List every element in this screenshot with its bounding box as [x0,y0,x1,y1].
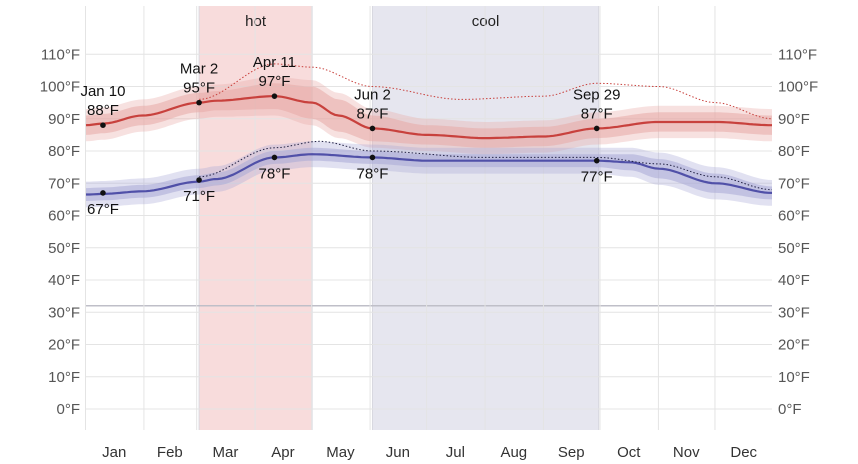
y-tick-label-right: 60°F [778,208,810,225]
month-label-dec: Dec [730,444,757,461]
annotation-value: 87°F [357,105,389,122]
annotation-dot [100,122,106,128]
y-tick-label-right: 10°F [778,369,810,386]
annotation-dot [196,99,202,106]
tick-labels: 0°F 0°F 10°F 10°F 20°F 20°F 30°F 30°F 40°F 40°F 50… [40,46,818,461]
month-label-jun: Jun [386,444,410,461]
month-label-jul: Jul [446,444,465,461]
month-label-feb: Feb [157,444,183,461]
annotation-labels: 88°F Jan 10 67°F 95°F Mar 2 71°F 97°F Apr 11 78°… [80,54,620,218]
month-label-mar: Mar [213,444,239,461]
annotation-dot [271,154,278,161]
y-tick-label-right: 40°F [778,272,810,289]
y-tick-label-left: 30°F [48,304,80,321]
annotation-dot [196,177,202,183]
month-label-oct: Oct [617,444,641,461]
record-low-dotted-line [199,140,773,191]
annotation-value: 97°F [259,73,291,90]
month-label-apr: Apr [271,444,294,461]
annotation-dot [100,190,106,196]
annotation-dot [271,93,278,99]
annotation-value: 67°F [87,201,119,218]
y-tick-label-left: 60°F [48,208,80,225]
y-tick-label-left: 80°F [48,143,80,160]
y-tick-label-right: 90°F [778,111,810,128]
annotation-value: 87°F [581,105,613,122]
high-band-inner [86,83,772,148]
annotation-value: 88°F [87,102,119,119]
annotation-dot [593,157,600,164]
month-label-jan: Jan [102,444,126,461]
annotation-dot [593,125,600,132]
annotation-dot [369,125,376,132]
y-tick-label-left: 90°F [48,111,80,128]
annotation-value: 95°F [183,80,215,97]
annotation-value: 78°F [357,165,389,182]
y-tick-label-right: 0°F [778,401,802,418]
month-label-may: May [326,444,355,461]
month-label-aug: Aug [500,444,527,461]
y-tick-label-left: 70°F [48,175,80,192]
annotation-date: Jun 2 [354,86,391,103]
annotation-points [100,93,600,196]
y-tick-label-left: 110°F [41,46,80,63]
annotation-date: Mar 2 [180,61,218,78]
y-tick-label-right: 50°F [778,240,810,257]
record-high-dotted-line [199,63,773,120]
annotation-value: 71°F [183,188,215,205]
y-tick-label-left: 50°F [48,240,80,257]
annotation-value: 77°F [581,169,613,186]
grid [85,6,772,430]
annotation-dot [369,154,376,161]
y-tick-label-left: 20°F [48,337,80,354]
y-tick-label-right: 80°F [778,143,810,160]
y-tick-label-right: 100°F [778,79,818,96]
month-label-nov: Nov [673,444,700,461]
y-tick-label-left: 10°F [48,369,80,386]
season-label-hot: hot [245,13,267,30]
annotation-date: Jan 10 [80,83,125,100]
annotation-date: Apr 11 [253,54,296,71]
y-tick-label-right: 70°F [778,175,810,192]
month-label-sep: Sep [558,444,585,461]
y-tick-label-right: 30°F [778,304,810,321]
annotation-date: Sep 29 [573,86,621,103]
y-tick-label-right: 20°F [778,337,810,354]
y-tick-label-left: 0°F [56,401,80,418]
y-tick-label-right: 110°F [778,46,817,63]
y-tick-label-left: 40°F [48,272,80,289]
y-tick-label-left: 100°F [40,79,80,96]
annotation-value: 78°F [259,165,291,182]
